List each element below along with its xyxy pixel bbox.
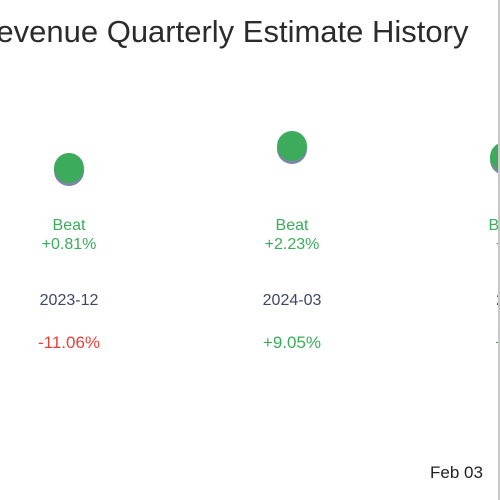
result-label: Beat xyxy=(52,217,86,234)
change-label: -11.06% xyxy=(37,333,101,352)
marker-dot xyxy=(490,142,500,172)
chart-title: Revenue Quarterly Estimate History xyxy=(0,14,469,49)
quarter-column: Beat +0.81% 2023-12 -11.06% xyxy=(9,0,129,500)
change-label: +9.05% xyxy=(262,333,322,352)
quarter-column: Beat +2.23% 2024-03 +9.05% xyxy=(232,0,352,500)
right-edge-divider xyxy=(498,0,500,500)
footer-date: Feb 03 xyxy=(430,463,483,482)
period-label: 2023-12 xyxy=(39,292,99,309)
surprise-label: +2.23% xyxy=(264,236,320,253)
period-label: 20 xyxy=(445,292,500,310)
beat-marker-icon xyxy=(54,153,84,187)
marker-dot xyxy=(54,153,84,183)
quarter-column: Beat +2 20 +1 xyxy=(445,0,500,500)
marker-dot xyxy=(277,131,307,161)
result-label: Beat xyxy=(275,217,309,234)
surprise-label: +0.81% xyxy=(41,236,97,253)
surprise-label: +2 xyxy=(445,236,500,254)
period-label: 2024-03 xyxy=(262,292,322,309)
beat-marker-icon xyxy=(490,142,500,176)
result-label: Beat xyxy=(488,217,500,234)
change-label: +1 xyxy=(445,334,500,352)
beat-marker-icon xyxy=(277,131,307,165)
